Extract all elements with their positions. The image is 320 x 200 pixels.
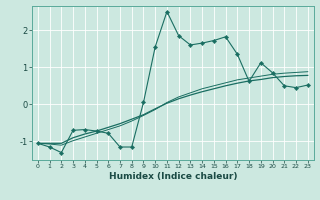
X-axis label: Humidex (Indice chaleur): Humidex (Indice chaleur) [108, 172, 237, 181]
